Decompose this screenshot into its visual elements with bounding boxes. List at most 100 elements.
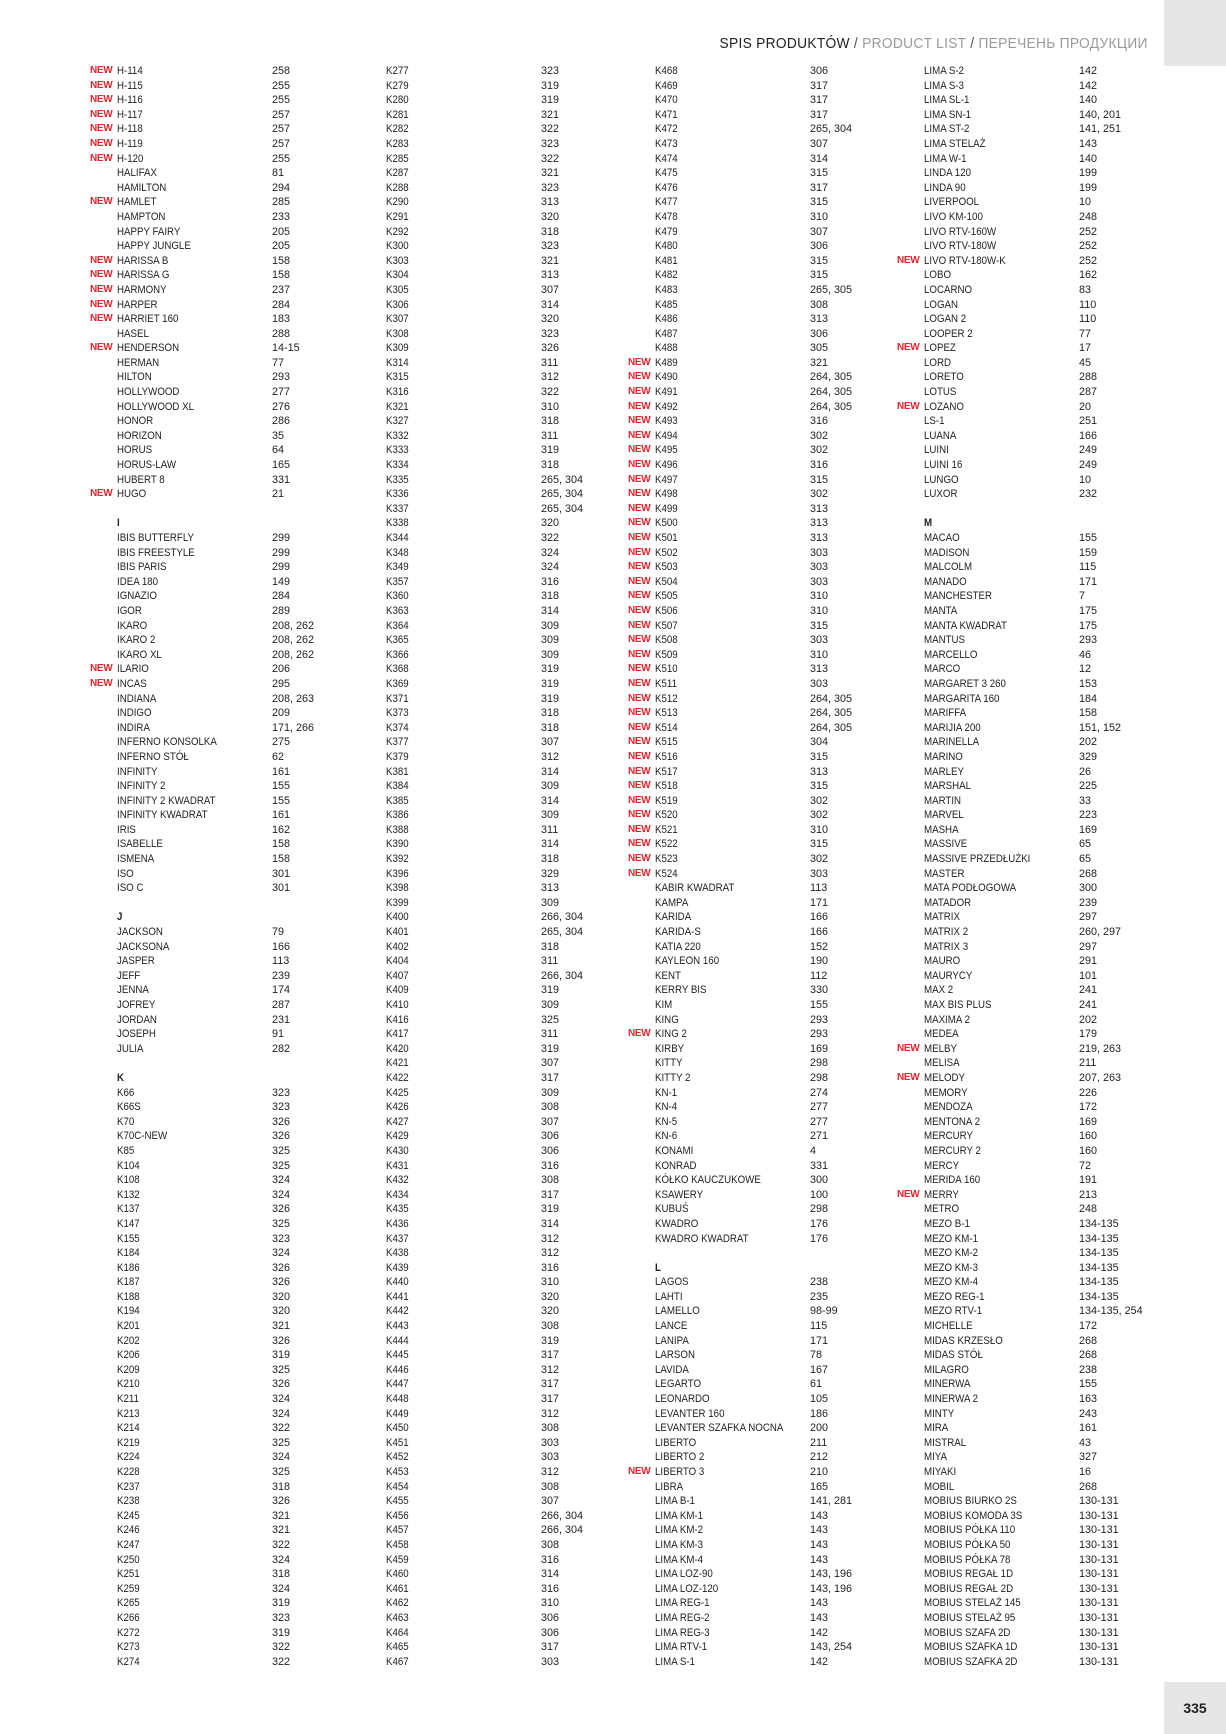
page-ref: 303 — [810, 867, 829, 880]
page-ref: 155 — [272, 780, 291, 793]
product-name: LIVO RTV-180W-K — [924, 254, 1006, 267]
page-ref: 190 — [810, 955, 829, 968]
product-name: K501 — [655, 532, 678, 544]
page-ref: 312 — [541, 1247, 560, 1260]
page-ref: 312 — [541, 1232, 560, 1245]
product-name: KIM — [655, 999, 673, 1011]
new-badge: NEW — [628, 809, 651, 821]
product-name: K517 — [655, 765, 678, 778]
page-ref: 266, 304 — [541, 969, 584, 982]
product-name: K459 — [386, 1553, 409, 1566]
page-ref: 266, 304 — [541, 1509, 584, 1522]
page-ref: 255 — [272, 152, 291, 165]
page-ref: 319 — [272, 1626, 291, 1639]
product-name: LUXOR — [924, 488, 958, 501]
page-ref: 301 — [272, 882, 291, 895]
header-title-ru: ПЕРЕЧЕНЬ ПРОДУКЦИИ — [978, 36, 1148, 52]
page-ref: 291 — [1079, 955, 1098, 968]
page-ref: 101 — [1079, 969, 1098, 982]
product-name: INDIGO — [117, 707, 152, 720]
product-name: KARIDA — [655, 911, 692, 924]
product-name: MALCOLM — [924, 561, 973, 574]
product-name: K360 — [386, 590, 409, 603]
product-name: K398 — [386, 882, 409, 895]
product-name: K314 — [386, 356, 409, 369]
page-ref: 134-135 — [1079, 1232, 1119, 1245]
product-name: H-120 — [117, 152, 144, 165]
product-name: MOBIUS SZAFA 2D — [924, 1626, 1011, 1639]
page-ref: 324 — [272, 1451, 291, 1464]
product-name: K519 — [655, 794, 678, 807]
page-ref: 10 — [1079, 196, 1092, 209]
page-ref: 141, 281 — [810, 1495, 853, 1508]
page-ref: 310 — [810, 823, 829, 836]
new-badge: NEW — [628, 867, 651, 879]
product-name: K363 — [386, 604, 409, 617]
page-ref: 176 — [810, 1217, 829, 1230]
product-name: K184 — [117, 1247, 140, 1260]
page-ref: 319 — [541, 94, 560, 107]
product-name: LEVANTER 160 — [655, 1407, 725, 1420]
product-name: K333 — [386, 444, 409, 457]
product-name: MEZO KM-2 — [924, 1247, 978, 1260]
page-ref: 64 — [272, 444, 285, 457]
product-name: K511 — [655, 677, 677, 690]
page-ref: 306 — [810, 240, 829, 253]
page-ref: 306 — [541, 1611, 560, 1624]
product-name: K468 — [655, 65, 678, 77]
page-ref: 326 — [541, 342, 560, 355]
new-badge: NEW — [628, 780, 651, 792]
page-ref: 289 — [272, 604, 291, 617]
product-name: IDEA 180 — [117, 575, 159, 588]
product-name: JACKSONA — [117, 940, 170, 953]
page-ref: 257 — [272, 108, 291, 121]
product-name: HARPER — [117, 298, 158, 311]
product-name: K422 — [386, 1071, 409, 1084]
page-ref: 326 — [272, 1115, 291, 1128]
page-ref: 306 — [541, 1130, 560, 1143]
product-name: K214 — [117, 1422, 140, 1435]
product-name: K442 — [386, 1305, 409, 1318]
page-ref: 153 — [1079, 677, 1098, 690]
page-ref: 134-135 — [1079, 1276, 1119, 1289]
page-ref: 326 — [272, 1130, 291, 1143]
product-name: K483 — [655, 283, 678, 296]
page-ref: 134-135 — [1079, 1261, 1119, 1274]
page-ref: 309 — [541, 1086, 560, 1099]
product-name: LIMA KM-4 — [655, 1553, 704, 1566]
product-name: K520 — [655, 809, 678, 822]
product-name: KN-1 — [655, 1086, 678, 1099]
new-badge: NEW — [628, 502, 651, 514]
product-name: K401 — [386, 926, 409, 939]
page-ref: 314 — [541, 794, 560, 807]
product-name: K495 — [655, 444, 678, 457]
product-name: K472 — [655, 123, 678, 136]
product-name: K448 — [386, 1393, 409, 1406]
page-ref: 319 — [272, 1597, 291, 1610]
page-ref: 274 — [810, 1086, 829, 1099]
new-badge: NEW — [628, 517, 651, 529]
product-name: JENNA — [117, 984, 149, 997]
product-name: LAGOS — [655, 1276, 689, 1289]
page-ref: 160 — [1079, 1144, 1098, 1157]
page-ref: 315 — [810, 619, 829, 632]
product-name: K439 — [386, 1261, 409, 1274]
product-name: JASPER — [117, 955, 155, 968]
page-ref: 316 — [541, 575, 560, 588]
page-ref: 309 — [541, 896, 560, 909]
page-ref: 72 — [1079, 1159, 1092, 1172]
page-ref: 327 — [1079, 1451, 1098, 1464]
product-name: KITTY — [655, 1057, 683, 1070]
page-ref: 268 — [1079, 867, 1098, 880]
page-ref: 285 — [272, 196, 291, 209]
page-ref: 293 — [810, 1013, 829, 1026]
page-ref: 320 — [541, 517, 560, 530]
page-ref: 322 — [541, 123, 560, 136]
page-ref: 143 — [810, 1509, 829, 1522]
page-ref: 325 — [272, 1217, 291, 1230]
page-ref: 315 — [810, 167, 829, 180]
page-ref: 288 — [1079, 371, 1098, 384]
new-badge: NEW — [90, 488, 113, 500]
product-name: LIBERTO 2 — [655, 1451, 705, 1464]
product-name: LIMA SL-1 — [924, 94, 970, 107]
